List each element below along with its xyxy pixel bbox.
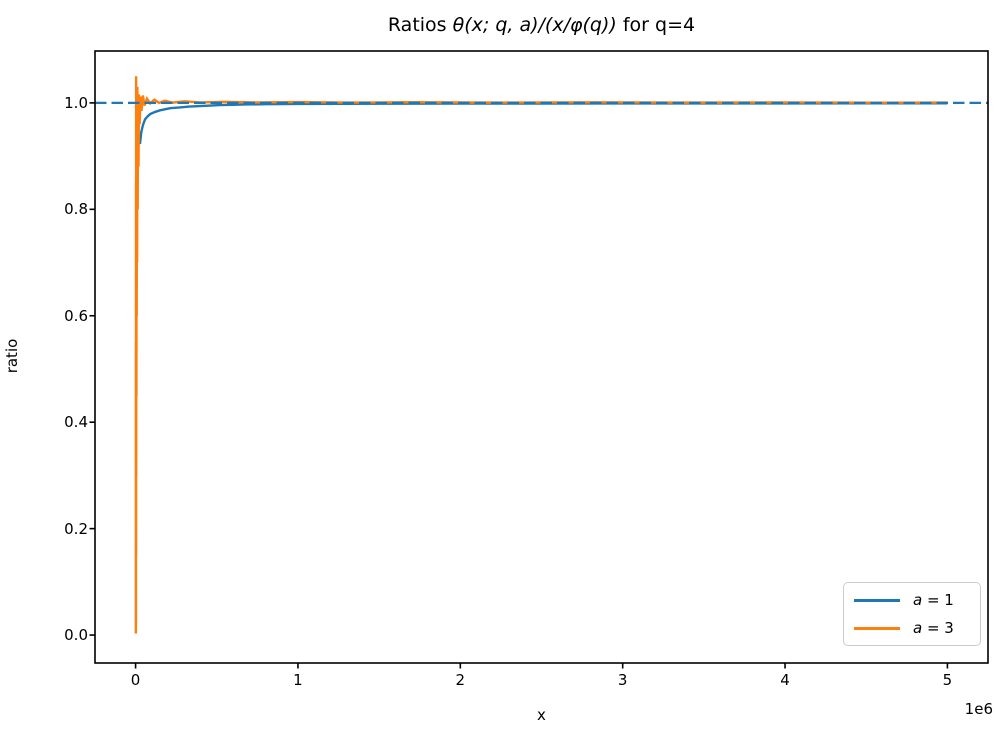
chart-title-math: θ(x; q, a)/(x/φ(q)) [452,14,617,36]
x-tick-label: 1 [293,671,303,689]
legend-line-swatch [854,626,900,630]
legend-label: a = 3 [913,619,954,637]
chart-title-prefix: Ratios [387,14,453,36]
y-tick-label: 0.0 [64,626,88,645]
legend-item: a = 3 [854,615,970,641]
y-tick-label: 1.0 [64,93,88,112]
series-line-a1 [134,100,948,145]
series-line-a3 [134,76,948,634]
y-tick-label: 0.8 [64,200,88,219]
x-tick-label: 4 [780,671,790,689]
x-axis-offset-label: 1e6 [964,700,993,718]
x-tick-label: 5 [942,671,953,689]
y-tick-label: 0.6 [64,306,88,325]
x-tick-label: 0 [130,671,141,689]
legend-label: a = 1 [913,591,954,609]
legend-line-swatch [854,598,900,602]
x-tick-label: 3 [617,671,628,689]
legend: a = 1 a = 3 [843,582,981,646]
x-tick-label: 2 [455,671,466,689]
y-tick-label: 0.4 [64,413,88,432]
y-tick-label: 0.2 [64,519,88,538]
chart-title-suffix: for q=4 [616,14,696,36]
x-axis-label: x [537,706,546,724]
y-axis-label: ratio [3,338,21,374]
axes-frame [94,50,989,664]
legend-item: a = 1 [854,587,970,613]
chart-title: Ratios θ(x; q, a)/(x/φ(q)) for q=4 [95,14,988,36]
